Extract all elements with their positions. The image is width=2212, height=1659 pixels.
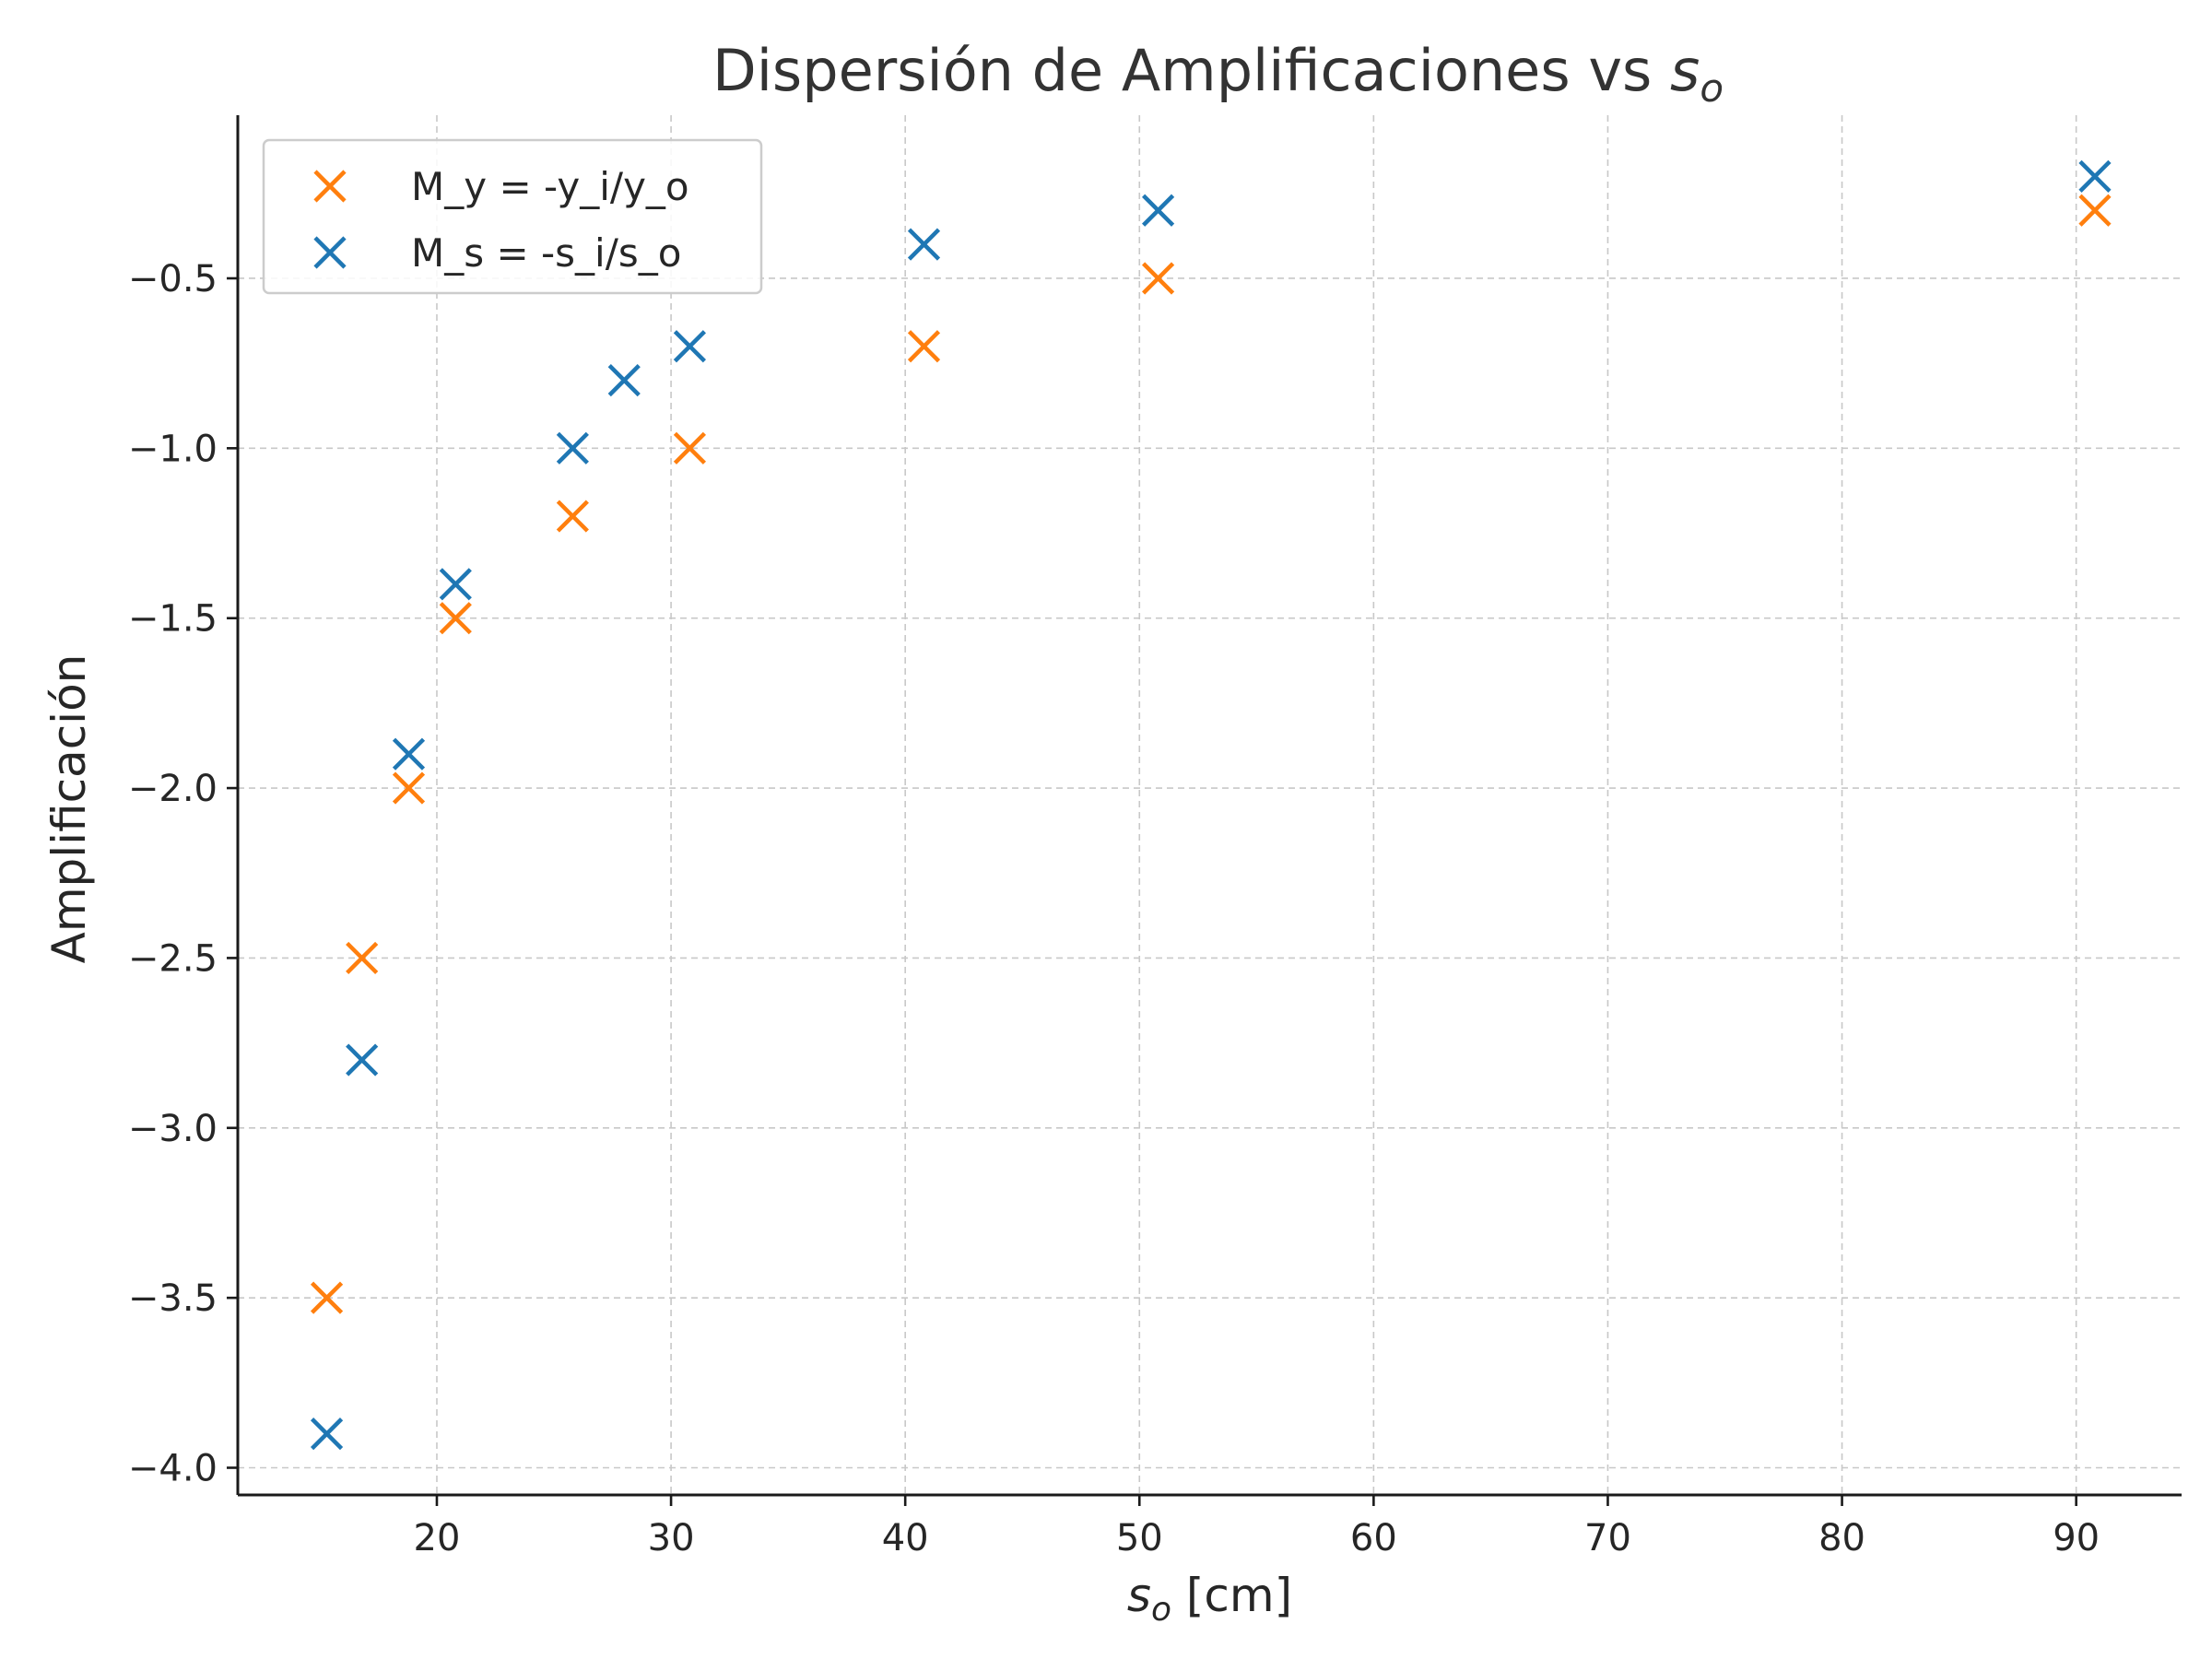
legend-box [262, 138, 763, 295]
x-axis-ticks: 20 30 40 50 60 70 80 90 [414, 1495, 2100, 1559]
x-axis-title-math-sub: o [1151, 1591, 1171, 1629]
data-point-series-2 [907, 228, 941, 261]
x-tick-label: 40 [882, 1517, 929, 1559]
x-tick-label: 70 [1584, 1517, 1631, 1559]
chart-title-text: Dispersión de Amplificaciones vs [712, 37, 1670, 104]
legend-label: M_s = -s_i/s_o [411, 230, 681, 276]
y-tick-label: −2.0 [128, 768, 218, 810]
data-point-series-1 [1142, 262, 1175, 295]
y-tick-label: −2.5 [128, 937, 218, 980]
legend-marker [313, 170, 347, 203]
x-tick-label: 50 [1116, 1517, 1163, 1559]
x-tick-label: 60 [1350, 1517, 1397, 1559]
chart-title: Dispersión de Amplificaciones vs so [712, 37, 1724, 111]
legend: M_y = -y_i/y_o M_s = -s_i/s_o [262, 138, 763, 295]
data-points [310, 159, 2112, 1451]
data-point-series-2 [392, 737, 426, 771]
data-point-series-1 [439, 602, 472, 635]
data-point-series-1 [907, 330, 941, 363]
data-point-series-2 [439, 568, 472, 601]
x-axis-title-unit: [cm] [1171, 1569, 1292, 1622]
x-axis-title-math: s [1127, 1569, 1151, 1622]
x-tick-label: 80 [1818, 1517, 1865, 1559]
data-point-series-1 [392, 771, 426, 805]
legend-entry: M_y = -y_i/y_o [313, 164, 689, 209]
data-point-series-2 [346, 1043, 379, 1077]
data-point-series-2 [310, 1418, 344, 1451]
legend-entry: M_s = -s_i/s_o [313, 230, 681, 276]
data-point-series-1 [2078, 194, 2112, 227]
x-tick-label: 90 [2053, 1517, 2100, 1559]
legend-label: M_y = -y_i/y_o [411, 164, 689, 209]
x-tick-label: 20 [414, 1517, 461, 1559]
y-tick-label: −1.0 [128, 428, 218, 470]
data-point-series-1 [346, 941, 379, 975]
data-point-series-1 [310, 1281, 344, 1314]
y-axis-title: Amplificación [42, 654, 96, 964]
data-point-series-2 [607, 364, 641, 397]
legend-marker [313, 236, 347, 269]
y-tick-label: −3.0 [128, 1108, 218, 1150]
chart-title-math: s [1670, 37, 1700, 104]
y-tick-label: −1.5 [128, 598, 218, 641]
x-axis-title: so [cm] [1127, 1569, 1292, 1629]
chart-title-math-sub: o [1700, 65, 1724, 111]
x-grid-lines [436, 115, 2077, 1495]
data-point-series-2 [2078, 159, 2112, 193]
data-point-series-1 [556, 500, 589, 533]
x-tick-label: 30 [648, 1517, 695, 1559]
data-point-series-1 [673, 431, 706, 465]
y-tick-label: −3.5 [128, 1277, 218, 1320]
data-point-series-2 [673, 330, 706, 363]
data-point-series-2 [556, 431, 589, 465]
y-grid-lines [238, 277, 2182, 1469]
y-axis-ticks: −4.0 −3.5 −3.0 −2.5 −2.0 −1.5 −1.0 −0.5 [128, 258, 238, 1490]
data-point-series-2 [1142, 194, 1175, 227]
y-tick-label: −4.0 [128, 1448, 218, 1490]
y-tick-label: −0.5 [128, 258, 218, 300]
